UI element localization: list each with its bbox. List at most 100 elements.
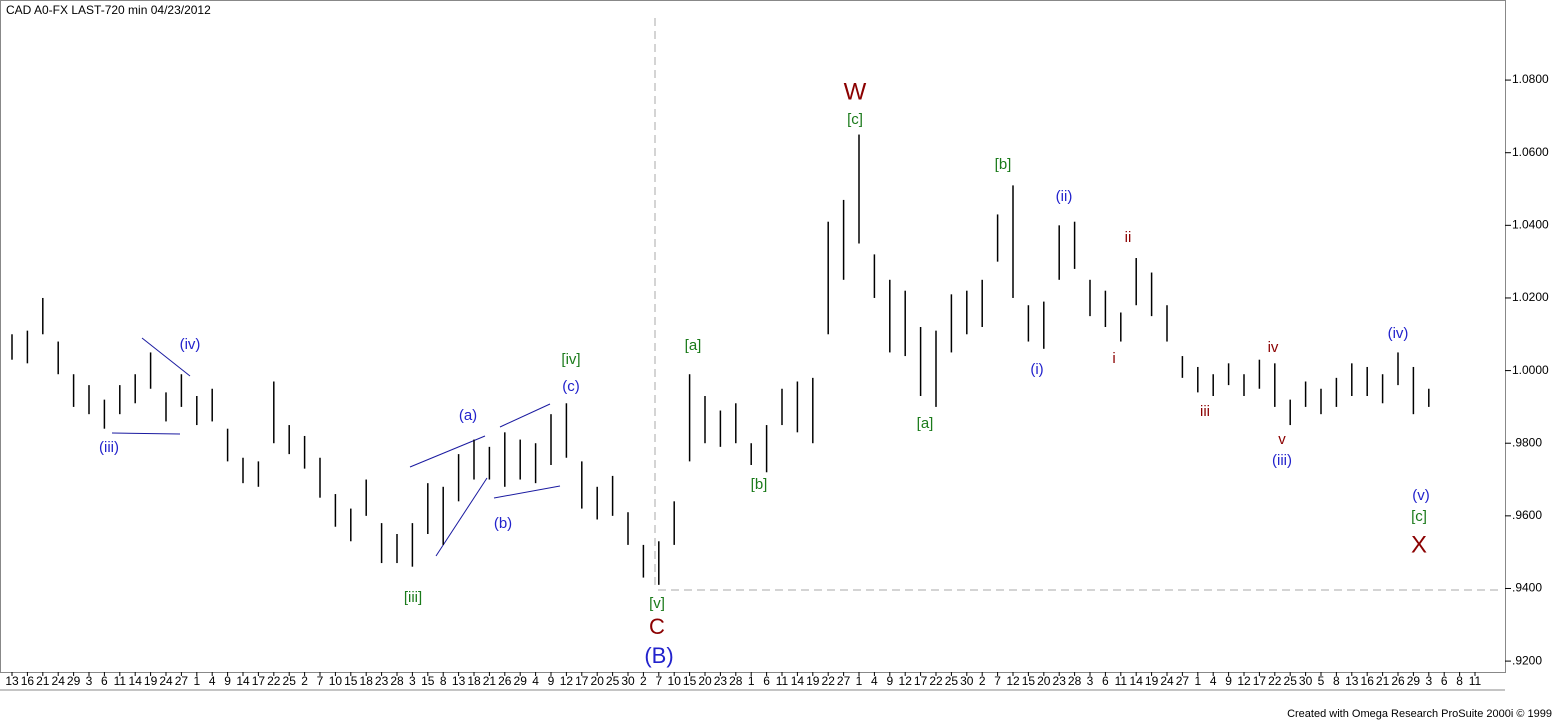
- wave-label: (b): [494, 515, 512, 532]
- x-tick-label: 1: [856, 674, 863, 688]
- x-tick-label: 4: [209, 674, 216, 688]
- x-tick-label: 14: [236, 674, 250, 688]
- x-tick-label: 28: [390, 674, 404, 688]
- x-tick-label: 24: [52, 674, 66, 688]
- x-tick-label: 17: [252, 674, 266, 688]
- x-tick-label: 19: [144, 674, 158, 688]
- x-tick-label: 9: [886, 674, 893, 688]
- x-tick-label: 15: [1022, 674, 1036, 688]
- wave-label: W: [844, 78, 867, 105]
- x-tick-label: 24: [1160, 674, 1174, 688]
- x-tick-label: 8: [1456, 674, 1463, 688]
- x-tick-label: 22: [1268, 674, 1282, 688]
- x-tick-label: 11: [1469, 674, 1482, 688]
- x-tick-label: 27: [1176, 674, 1190, 688]
- x-tick-label: 14: [1130, 674, 1144, 688]
- x-tick-label: 13: [1345, 674, 1359, 688]
- footer: Created with Omega Research ProSuite 200…: [1287, 708, 1552, 720]
- x-tick-label: 11: [114, 674, 127, 688]
- x-tick-label: 15: [421, 674, 435, 688]
- trend-line: [409, 435, 486, 468]
- x-tick-label: 23: [375, 674, 389, 688]
- x-tick-label: 30: [621, 674, 635, 688]
- x-tick-label: 30: [960, 674, 974, 688]
- x-tick-label: 26: [1391, 674, 1405, 688]
- x-tick-label: 11: [776, 674, 789, 688]
- x-tick-label: 6: [1102, 674, 1109, 688]
- x-tick-label: 25: [606, 674, 620, 688]
- trend-line: [141, 337, 191, 377]
- plot-frame: [0, 0, 1506, 673]
- x-tick-label: 18: [360, 674, 374, 688]
- x-tick-label: 13: [5, 674, 19, 688]
- x-tick-label: 5: [1318, 674, 1325, 688]
- wave-label: [iii]: [404, 589, 422, 606]
- x-tick-label: 17: [914, 674, 928, 688]
- x-tick-label: 10: [329, 674, 343, 688]
- x-tick-label: 1: [1194, 674, 1201, 688]
- wave-label: C: [649, 614, 665, 639]
- x-tick-label: 28: [1068, 674, 1082, 688]
- wave-label: [b]: [751, 476, 768, 493]
- x-tick-label: 15: [683, 674, 697, 688]
- x-tick-label: 9: [224, 674, 231, 688]
- x-tick-label: 12: [1237, 674, 1251, 688]
- wave-label: X: [1411, 531, 1427, 558]
- x-tick-label: 22: [822, 674, 836, 688]
- wave-label: ii: [1125, 229, 1132, 246]
- wave-label: [a]: [917, 415, 934, 432]
- y-tick-label: 1.0800: [1512, 72, 1549, 86]
- x-tick-label: 6: [101, 674, 108, 688]
- x-tick-label: 9: [1225, 674, 1232, 688]
- wave-label: (a): [459, 407, 477, 424]
- wave-label: v: [1278, 431, 1286, 448]
- chart-title: CAD A0-FX LAST-720 min 04/23/2012: [6, 3, 211, 17]
- x-tick-label: 2: [301, 674, 308, 688]
- x-tick-label: 21: [1376, 674, 1390, 688]
- wave-label: (i): [1030, 361, 1043, 378]
- wave-label: (ii): [1056, 188, 1073, 205]
- x-tick-label: 12: [1006, 674, 1020, 688]
- x-tick-label: 7: [655, 674, 662, 688]
- x-tick-label: 16: [1361, 674, 1375, 688]
- x-tick-label: 20: [591, 674, 605, 688]
- wave-label: [v]: [649, 595, 665, 612]
- x-tick-label: 13: [452, 674, 466, 688]
- x-tick-label: 14: [129, 674, 143, 688]
- x-tick-label: 3: [86, 674, 93, 688]
- x-tick-label: 2: [979, 674, 986, 688]
- wave-label: (v): [1412, 487, 1430, 504]
- x-tick-label: 9: [548, 674, 555, 688]
- wave-label: (c): [562, 378, 580, 395]
- wave-label: (iii): [99, 439, 119, 456]
- x-tick-label: 12: [899, 674, 913, 688]
- x-tick-label: 16: [21, 674, 35, 688]
- x-tick-label: 25: [945, 674, 959, 688]
- wave-label: [b]: [995, 156, 1012, 173]
- x-tick-label: 22: [267, 674, 281, 688]
- wave-label: i: [1112, 350, 1115, 367]
- wave-label: (iv): [1388, 325, 1409, 342]
- x-tick-label: 19: [1145, 674, 1159, 688]
- x-tick-label: 20: [1037, 674, 1051, 688]
- x-tick-label: 29: [1407, 674, 1421, 688]
- x-tick-label: 17: [1253, 674, 1267, 688]
- x-tick-label: 25: [1284, 674, 1298, 688]
- wave-label: iv: [1268, 339, 1279, 356]
- x-tick-label: 4: [1210, 674, 1217, 688]
- trend-line: [499, 403, 551, 428]
- x-tick-label: 6: [1441, 674, 1448, 688]
- x-tick-label: 8: [1333, 674, 1340, 688]
- wave-label: (iii): [1272, 452, 1292, 469]
- x-tick-label: 17: [575, 674, 589, 688]
- y-tick-label: .9200: [1512, 653, 1542, 667]
- x-tick-label: 14: [791, 674, 805, 688]
- x-tick-label: 24: [159, 674, 173, 688]
- trend-line: [493, 485, 561, 499]
- x-tick-label: 28: [729, 674, 743, 688]
- x-tick-label: 3: [1087, 674, 1094, 688]
- x-tick-label: 21: [483, 674, 497, 688]
- x-tick-label: 7: [994, 674, 1001, 688]
- x-tick-label: 2: [640, 674, 647, 688]
